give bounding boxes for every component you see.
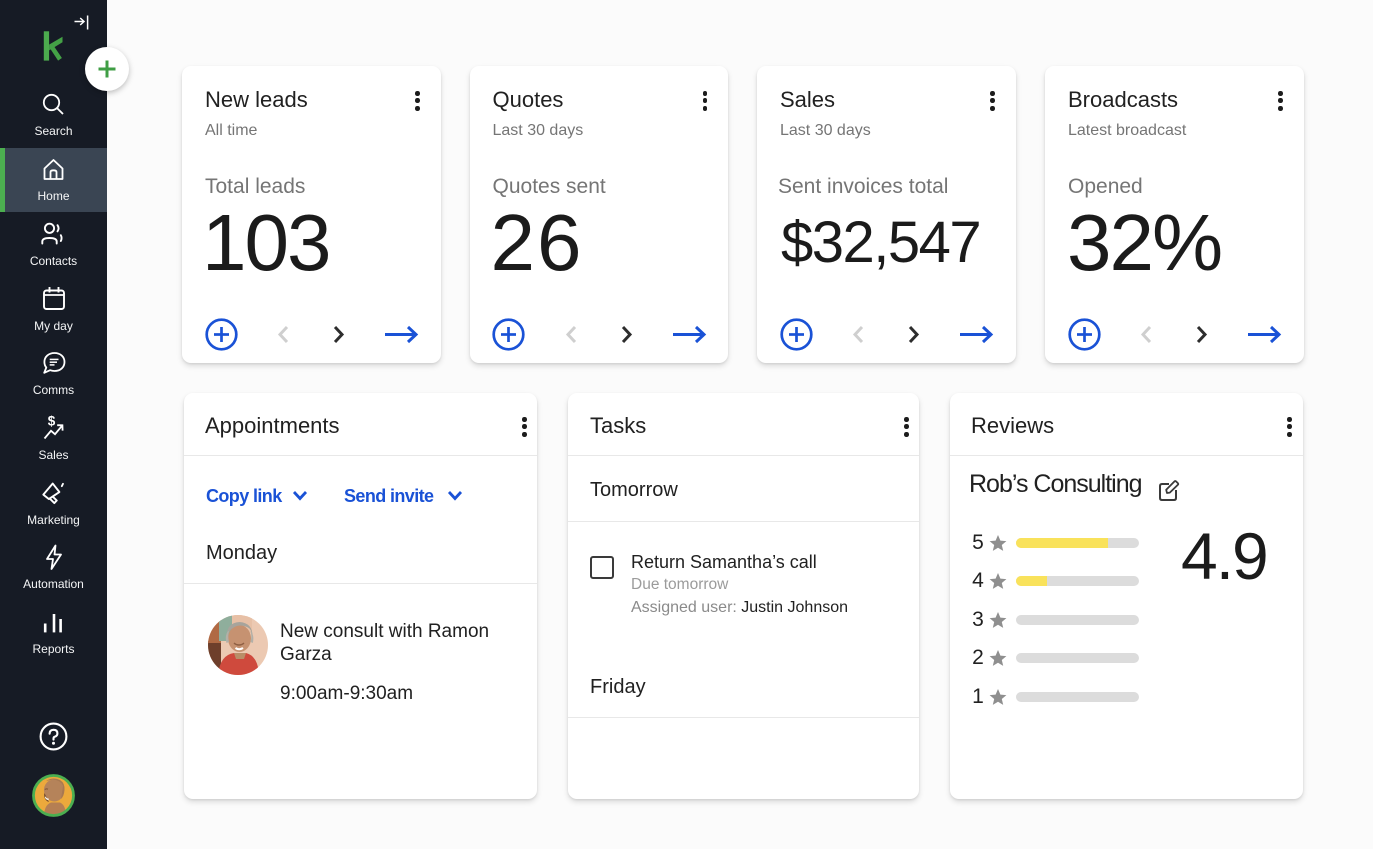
svg-text:$: $ [48,415,56,429]
